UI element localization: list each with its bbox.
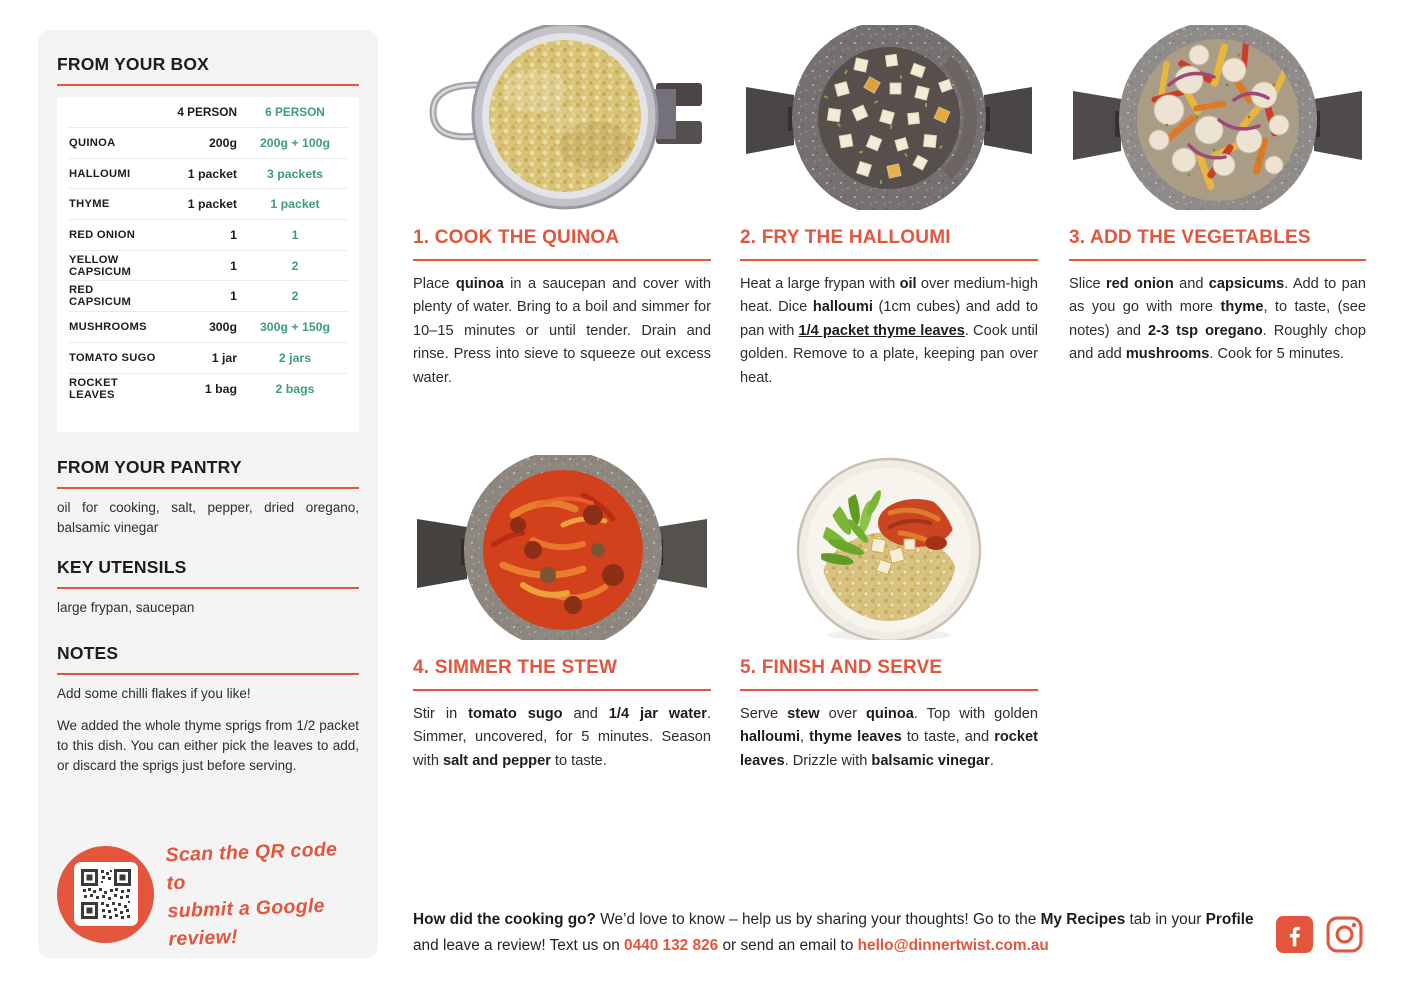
step-2-photo-halloumi-pan [740, 25, 1038, 210]
qty-6person: 2 [291, 258, 299, 273]
qr-review-block: Scan the QR code to submit a Google revi… [57, 838, 359, 951]
qr-code-icon[interactable] [73, 862, 138, 927]
utensils-text: large frypan, saucepan [57, 600, 195, 616]
qty-4person: 1 [230, 227, 237, 242]
step-4-photo-stew-pot [413, 455, 711, 640]
table-row: QUINOA 200g 200g + 100g [69, 128, 347, 159]
sidebar: FROM YOUR BOX 4 PERSON 6 PERSON QUINOA 2… [38, 30, 378, 958]
table-row: HALLOUMI 1 packet 3 packets [69, 159, 347, 190]
ingredient-name: QUINOA [69, 136, 116, 149]
table-row: RED ONION 1 1 [69, 220, 347, 251]
step-3-photo-vegetable-pan [1069, 25, 1366, 210]
qty-4person: 1 packet [187, 166, 237, 181]
step-3: 3. ADD THE VEGETABLES Slice red onion an… [1069, 25, 1366, 367]
table-row: MUSHROOMS 300g 300g + 150g [69, 312, 347, 343]
step-3-title: 3. ADD THE VEGETABLES [1069, 227, 1366, 261]
utensils-section-title: KEY UTENSILS [57, 557, 359, 590]
ingredient-name: TOMATO SUGO [69, 351, 156, 364]
qr-badge [57, 845, 154, 943]
phone-link[interactable]: 0440 132 826 [624, 936, 719, 954]
ingredient-name: THYME [69, 198, 110, 211]
box-section-title: FROM YOUR BOX [57, 54, 359, 86]
facebook-icon[interactable] [1276, 916, 1313, 953]
step-1: 1. COOK THE QUINOA Place quinoa in a sau… [413, 25, 711, 390]
step-1-instructions: Place quinoa in a saucepan and cover wit… [413, 276, 711, 386]
pantry-text: oil for cooking, salt, pepper, dried ore… [57, 500, 359, 536]
qty-6person: 2 bags [275, 381, 315, 396]
table-header-row: 4 PERSON 6 PERSON [69, 97, 347, 128]
table-row: TOMATO SUGO 1 jar 2 jars [69, 343, 347, 374]
ingredient-name: YELLOW CAPSICUM [69, 253, 132, 278]
table-row: THYME 1 packet 1 packet [69, 189, 347, 221]
qty-6person: 300g + 150g [259, 319, 331, 334]
qty-4person: 300g [208, 319, 237, 334]
ingredient-name: ROCKET LEAVES [69, 376, 119, 401]
pantry-section-title: FROM YOUR PANTRY [57, 457, 359, 490]
header-4person: 4 PERSON [177, 105, 237, 119]
ingredient-name: RED CAPSICUM [69, 284, 132, 309]
qty-4person: 1 packet [187, 197, 237, 212]
notes-line-1: Add some chilli flakes if you like! [57, 686, 251, 702]
step-5-instructions: Serve stew over quinoa. Top with golden … [740, 706, 1038, 769]
instagram-icon[interactable] [1326, 916, 1363, 953]
qty-4person: 1 [230, 258, 237, 273]
step-4-instructions: Stir in tomato sugo and 1/4 jar water. S… [413, 706, 711, 769]
step-2: 2. FRY THE HALLOUMI Heat a large frypan … [740, 25, 1038, 390]
email-link[interactable]: hello@dinnertwist.com.au [857, 936, 1049, 954]
qr-caption-line-2: submit a Google review! [167, 895, 326, 951]
table-row: ROCKET LEAVES 1 bag 2 bags [69, 374, 347, 405]
header-6person: 6 PERSON [265, 105, 325, 119]
qr-caption: Scan the QR code to submit a Google revi… [165, 835, 361, 954]
step-1-photo-quinoa-sieve [413, 25, 711, 210]
qty-4person: 1 [230, 289, 237, 304]
social-links [1276, 916, 1363, 953]
qty-6person: 200g + 100g [259, 135, 331, 150]
notes-section-title: NOTES [57, 643, 359, 676]
step-5-title: 5. FINISH AND SERVE [740, 657, 1038, 691]
qty-6person: 2 [291, 289, 299, 304]
step-4-title: 4. SIMMER THE STEW [413, 657, 711, 691]
ingredients-table: 4 PERSON 6 PERSON QUINOA 200g 200g + 100… [57, 97, 359, 433]
qty-4person: 1 bag [204, 381, 237, 396]
step-2-title: 2. FRY THE HALLOUMI [740, 227, 1038, 261]
qty-4person: 1 jar [211, 350, 237, 365]
notes-line-2: We added the whole thyme sprigs from 1/2… [57, 718, 359, 774]
table-row: YELLOW CAPSICUM 1 2 [69, 251, 347, 282]
qty-6person: 1 packet [270, 197, 320, 212]
qty-6person: 2 jars [278, 350, 312, 365]
step-1-title: 1. COOK THE QUINOA [413, 227, 711, 261]
step-2-instructions: Heat a large frypan with oil over medium… [740, 276, 1039, 386]
table-row: RED CAPSICUM 1 2 [69, 281, 347, 313]
qty-4person: 200g [208, 135, 237, 150]
step-3-instructions: Slice red onion and capsicums. Add to pa… [1069, 276, 1366, 363]
step-4: 4. SIMMER THE STEW Stir in tomato sugo a… [413, 455, 711, 773]
qty-6person: 1 [291, 227, 299, 242]
footer-feedback-text: How did the cooking go? We’d love to kno… [413, 911, 1254, 954]
ingredient-name: HALLOUMI [69, 167, 131, 180]
step-5-photo-plated-bowl [740, 455, 1038, 640]
qr-caption-line-1: Scan the QR code to [165, 838, 338, 895]
ingredient-name: RED ONION [69, 228, 136, 241]
step-5: 5. FINISH AND SERVE Serve stew over quin… [740, 455, 1038, 773]
qty-6person: 3 packets [266, 166, 324, 181]
ingredient-name: MUSHROOMS [69, 320, 147, 333]
